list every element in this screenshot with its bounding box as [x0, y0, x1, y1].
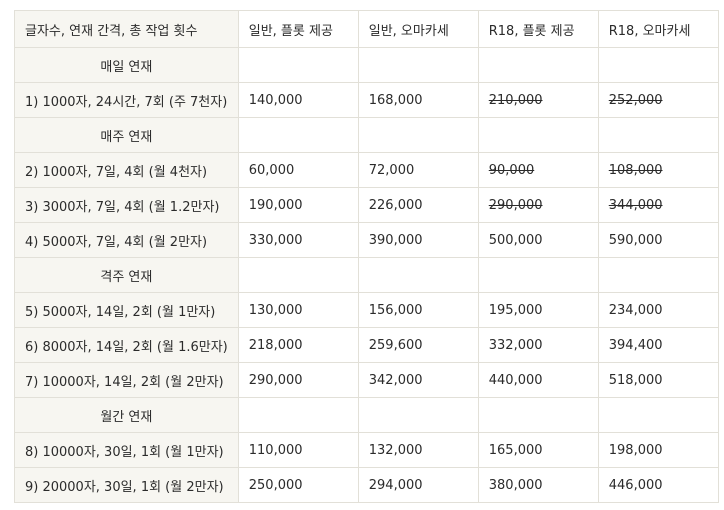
section-title: 매주 연재	[14, 117, 239, 153]
price-cell: 440,000	[477, 362, 599, 398]
price-cell: 446,000	[597, 467, 719, 503]
section-empty-cell	[477, 257, 599, 293]
price-cell: 518,000	[597, 362, 719, 398]
price-table: 글자수, 연재 간격, 총 작업 횟수 일반, 플롯 제공 일반, 오마카세 R…	[14, 10, 719, 503]
section-title: 격주 연재	[14, 257, 239, 293]
row-label: 2) 1000자, 7일, 4회 (월 4천자)	[14, 152, 239, 188]
price-cell-struck: 290,000	[477, 187, 599, 223]
row-label: 7) 10000자, 14일, 2회 (월 2만자)	[14, 362, 239, 398]
price-cell: 394,400	[597, 327, 719, 363]
table-header-row: 글자수, 연재 간격, 총 작업 횟수 일반, 플롯 제공 일반, 오마카세 R…	[14, 10, 719, 48]
price-cell: 330,000	[237, 222, 359, 258]
price-cell: 294,000	[357, 467, 479, 503]
price-cell: 250,000	[237, 467, 359, 503]
section-empty-cell	[357, 397, 479, 433]
row-label: 8) 10000자, 30일, 1회 (월 1만자)	[14, 432, 239, 468]
section-empty-cell	[597, 117, 719, 153]
price-cell: 60,000	[237, 152, 359, 188]
price-cell: 132,000	[357, 432, 479, 468]
table-row: 5) 5000자, 14일, 2회 (월 1만자) 130,000 156,000 1…	[14, 292, 719, 328]
section-title: 월간 연재	[14, 397, 239, 433]
section-empty-cell	[357, 117, 479, 153]
section-empty-cell	[477, 47, 599, 83]
row-label: 1) 1000자, 24시간, 7회 (주 7천자)	[14, 82, 239, 118]
section-empty-cell	[357, 257, 479, 293]
table-row: 9) 20000자, 30일, 1회 (월 2만자) 250,000 294,000…	[14, 467, 719, 503]
section-empty-cell	[237, 47, 359, 83]
section-empty-cell	[237, 397, 359, 433]
price-cell: 332,000	[477, 327, 599, 363]
table-body: 매일 연재 1) 1000자, 24시간, 7회 (주 7천자) 140,000 16…	[14, 47, 719, 503]
section-empty-cell	[597, 397, 719, 433]
section-empty-cell	[357, 47, 479, 83]
table-row: 7) 10000자, 14일, 2회 (월 2만자) 290,000 342,000…	[14, 362, 719, 398]
row-label: 5) 5000자, 14일, 2회 (월 1만자)	[14, 292, 239, 328]
price-cell: 259,600	[357, 327, 479, 363]
table-row: 3) 3000자, 7일, 4회 (월 1.2만자) 190,000 226,000…	[14, 187, 719, 223]
price-cell: 226,000	[357, 187, 479, 223]
table-row: 2) 1000자, 7일, 4회 (월 4천자) 60,000 72,000 90,0…	[14, 152, 719, 188]
header-general-plot: 일반, 플롯 제공	[237, 10, 359, 48]
price-cell: 500,000	[477, 222, 599, 258]
table-row: 6) 8000자, 14일, 2회 (월 1.6만자) 218,000 259,60…	[14, 327, 719, 363]
section-title: 매일 연재	[14, 47, 239, 83]
price-cell: 590,000	[597, 222, 719, 258]
section-empty-cell	[237, 117, 359, 153]
price-cell-struck: 210,000	[477, 82, 599, 118]
price-table-container: 글자수, 연재 간격, 총 작업 횟수 일반, 플롯 제공 일반, 오마카세 R…	[14, 10, 719, 503]
row-label: 6) 8000자, 14일, 2회 (월 1.6만자)	[14, 327, 239, 363]
header-conditions: 글자수, 연재 간격, 총 작업 횟수	[14, 10, 239, 48]
price-cell: 390,000	[357, 222, 479, 258]
price-cell-struck: 108,000	[597, 152, 719, 188]
section-row: 매일 연재	[14, 47, 719, 83]
price-cell: 234,000	[597, 292, 719, 328]
price-cell: 218,000	[237, 327, 359, 363]
header-r18-omakase: R18, 오마카세	[597, 10, 719, 48]
section-empty-cell	[477, 117, 599, 153]
section-empty-cell	[597, 47, 719, 83]
table-row: 8) 10000자, 30일, 1회 (월 1만자) 110,000 132,000…	[14, 432, 719, 468]
table-row: 1) 1000자, 24시간, 7회 (주 7천자) 140,000 168,000…	[14, 82, 719, 118]
section-row: 격주 연재	[14, 257, 719, 293]
section-row: 월간 연재	[14, 397, 719, 433]
header-r18-plot: R18, 플롯 제공	[477, 10, 599, 48]
price-cell: 72,000	[357, 152, 479, 188]
row-label: 3) 3000자, 7일, 4회 (월 1.2만자)	[14, 187, 239, 223]
price-cell: 380,000	[477, 467, 599, 503]
price-cell: 165,000	[477, 432, 599, 468]
price-cell: 290,000	[237, 362, 359, 398]
section-empty-cell	[237, 257, 359, 293]
section-empty-cell	[597, 257, 719, 293]
section-empty-cell	[477, 397, 599, 433]
price-cell: 130,000	[237, 292, 359, 328]
section-row: 매주 연재	[14, 117, 719, 153]
price-cell: 190,000	[237, 187, 359, 223]
price-cell: 140,000	[237, 82, 359, 118]
row-label: 9) 20000자, 30일, 1회 (월 2만자)	[14, 467, 239, 503]
price-cell: 198,000	[597, 432, 719, 468]
price-cell: 156,000	[357, 292, 479, 328]
row-label: 4) 5000자, 7일, 4회 (월 2만자)	[14, 222, 239, 258]
price-cell: 195,000	[477, 292, 599, 328]
table-row: 4) 5000자, 7일, 4회 (월 2만자) 330,000 390,000 50…	[14, 222, 719, 258]
header-general-omakase: 일반, 오마카세	[357, 10, 479, 48]
price-cell: 110,000	[237, 432, 359, 468]
price-cell: 342,000	[357, 362, 479, 398]
price-cell-struck: 90,000	[477, 152, 599, 188]
price-cell-struck: 344,000	[597, 187, 719, 223]
price-cell: 168,000	[357, 82, 479, 118]
price-cell-struck: 252,000	[597, 82, 719, 118]
